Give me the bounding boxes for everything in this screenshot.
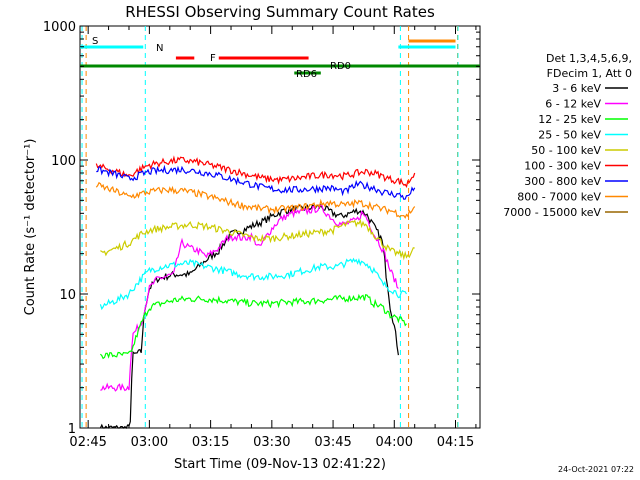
generation-timestamp: 24-Oct-2021 07:22 xyxy=(558,465,634,474)
legend-label: 12 - 25 keV xyxy=(538,113,601,126)
series-line xyxy=(99,257,408,311)
flag-label-f: F xyxy=(210,53,216,64)
legend-label: 3 - 6 keV xyxy=(552,82,601,95)
y-tick-label: 1 xyxy=(68,422,76,437)
flag-label-n: N xyxy=(156,43,163,54)
y-tick-label: 100 xyxy=(51,154,76,169)
legend-label: 50 - 100 keV xyxy=(531,144,601,157)
x-axis-label: Start Time (09-Nov-13 02:41:22) xyxy=(174,457,386,472)
series-line xyxy=(96,164,416,200)
series-line xyxy=(95,155,416,188)
legend-header-line-2: FDecim 1, Att 0 xyxy=(547,67,632,80)
y-tick-label: 10 xyxy=(59,288,76,303)
x-tick-label: 03:15 xyxy=(192,435,229,450)
flag-label-rd6: RD6 xyxy=(296,69,317,80)
legend-label: 25 - 50 keV xyxy=(538,129,601,142)
legend-label: 7000 - 15000 keV xyxy=(503,206,601,219)
y-axis-ticks: 1 10 100 1000 xyxy=(43,20,480,437)
legend-label: 300 - 800 keV xyxy=(524,175,601,188)
series-lines xyxy=(95,155,416,430)
x-tick-label: 03:00 xyxy=(131,435,168,450)
series-line xyxy=(95,181,416,219)
flag-label-rd0: RD0 xyxy=(330,61,351,72)
chart-title: RHESSI Observing Summary Count Rates xyxy=(125,3,435,21)
legend-label: 6 - 12 keV xyxy=(545,98,601,111)
legend-label: 800 - 7000 keV xyxy=(517,191,601,204)
x-tick-label: 04:15 xyxy=(437,435,474,450)
mode-transition-lines xyxy=(81,26,459,428)
x-tick-label: 03:30 xyxy=(253,435,290,450)
x-tick-label: 02:45 xyxy=(69,435,106,450)
plot-frame xyxy=(79,25,481,429)
series-line xyxy=(99,203,399,430)
legend-label: 100 - 300 keV xyxy=(524,160,601,173)
legend: 3 - 6 keV 6 - 12 keV 12 - 25 keV 25 - 50 ke… xyxy=(503,82,628,219)
series-line xyxy=(100,218,415,261)
series-line xyxy=(100,204,399,392)
flag-labels: S N F RD0 RD6 xyxy=(92,36,351,80)
flag-label-s: S xyxy=(92,36,98,47)
x-tick-label: 03:45 xyxy=(314,435,351,450)
legend-header-line-1: Det 1,3,4,5,6,9, xyxy=(546,52,632,65)
y-tick-label: 1000 xyxy=(43,20,76,35)
series-line xyxy=(99,293,407,360)
y-axis-label: Count Rate (s⁻¹ detector⁻¹) xyxy=(23,139,38,316)
x-tick-label: 04:00 xyxy=(376,435,413,450)
x-axis-ticks: 02:45 03:00 03:15 03:30 03:45 04:00 04:15 xyxy=(69,26,477,450)
mode-flag-bars xyxy=(80,39,480,75)
